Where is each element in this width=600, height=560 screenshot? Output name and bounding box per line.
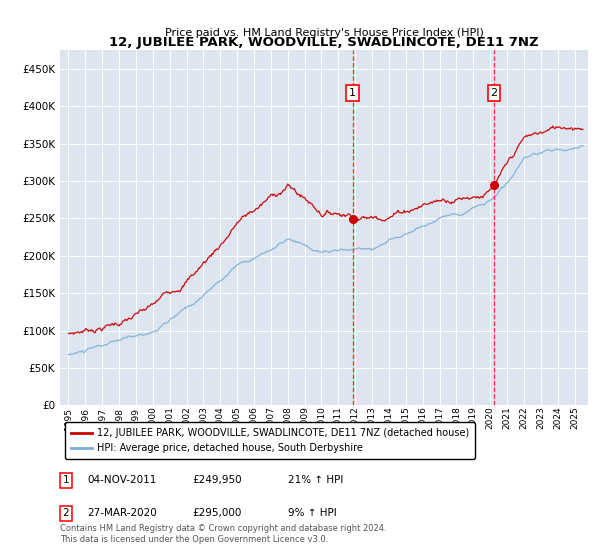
Legend: 12, JUBILEE PARK, WOODVILLE, SWADLINCOTE, DE11 7NZ (detached house), HPI: Averag: 12, JUBILEE PARK, WOODVILLE, SWADLINCOTE…	[65, 422, 475, 459]
Text: 27-MAR-2020: 27-MAR-2020	[87, 508, 157, 519]
Text: 04-NOV-2011: 04-NOV-2011	[87, 475, 157, 486]
Text: 1: 1	[349, 88, 356, 98]
Text: £249,950: £249,950	[192, 475, 242, 486]
Text: Price paid vs. HM Land Registry's House Price Index (HPI): Price paid vs. HM Land Registry's House …	[164, 28, 484, 38]
Text: 1: 1	[62, 475, 70, 486]
Text: 2: 2	[490, 88, 497, 98]
Text: Contains HM Land Registry data © Crown copyright and database right 2024.
This d: Contains HM Land Registry data © Crown c…	[60, 524, 386, 544]
Title: 12, JUBILEE PARK, WOODVILLE, SWADLINCOTE, DE11 7NZ: 12, JUBILEE PARK, WOODVILLE, SWADLINCOTE…	[109, 36, 539, 49]
Text: £295,000: £295,000	[192, 508, 241, 519]
Text: 9% ↑ HPI: 9% ↑ HPI	[288, 508, 337, 519]
Text: 21% ↑ HPI: 21% ↑ HPI	[288, 475, 343, 486]
Text: 2: 2	[62, 508, 70, 519]
